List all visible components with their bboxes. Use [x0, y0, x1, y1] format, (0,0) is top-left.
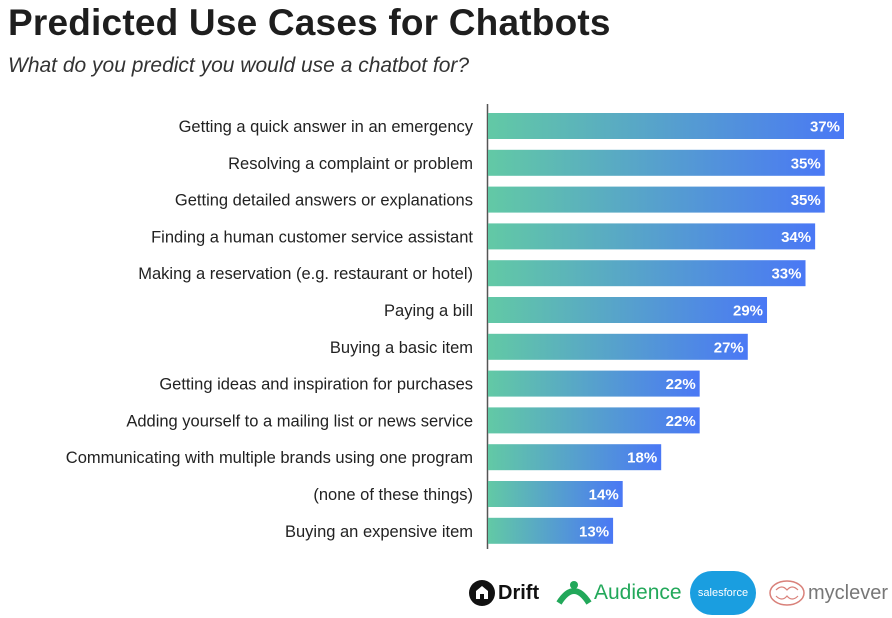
chart-title: Predicted Use Cases for Chatbots	[8, 2, 611, 43]
bar	[488, 370, 700, 397]
bar	[488, 149, 825, 176]
myclever-logo-text: myclever	[808, 581, 889, 604]
bar	[488, 186, 825, 213]
audience-logo-text: Audience	[594, 581, 682, 604]
category-label: Getting detailed answers or explanations	[175, 192, 473, 210]
drift-icon	[469, 580, 495, 606]
value-label: 35%	[791, 155, 821, 172]
sponsor-logos: Drift Audience salesforce myclever	[466, 568, 892, 618]
drift-logo-text: Drift	[498, 581, 540, 604]
value-label: 14%	[589, 487, 619, 504]
category-label: Buying a basic item	[330, 339, 473, 357]
bar	[488, 517, 614, 544]
value-label: 27%	[714, 339, 744, 356]
value-label: 34%	[781, 229, 811, 246]
value-label: 13%	[579, 523, 609, 540]
audience-logo: Audience	[556, 568, 682, 618]
category-label: Making a reservation (e.g. restaurant or…	[138, 265, 473, 283]
category-label: Getting ideas and inspiration for purcha…	[159, 376, 473, 394]
drift-logo: Drift	[468, 568, 539, 618]
bar	[488, 260, 806, 287]
category-label: Communicating with multiple brands using…	[66, 449, 473, 467]
audience-icon	[556, 581, 592, 605]
bar-chart: Getting a quick answer in an emergency 37…	[66, 104, 844, 549]
category-label: Paying a bill	[384, 302, 473, 320]
category-label: Resolving a complaint or problem	[228, 155, 473, 173]
value-label: 37%	[810, 119, 840, 136]
category-label: Adding yourself to a mailing list or new…	[126, 412, 473, 430]
chart-subtitle: What do you predict you would use a chat…	[8, 54, 470, 77]
brain-icon	[769, 580, 805, 606]
bar	[488, 223, 816, 250]
salesforce-logo: salesforce	[690, 568, 756, 618]
value-label: 35%	[791, 192, 821, 209]
bar	[488, 481, 623, 507]
bar	[488, 113, 844, 139]
value-label: 22%	[666, 413, 696, 430]
category-label: Getting a quick answer in an emergency	[179, 118, 474, 136]
value-label: 22%	[666, 376, 696, 393]
myclever-logo: myclever	[768, 568, 888, 618]
salesforce-cloud: salesforce	[690, 571, 756, 615]
category-label: Buying an expensive item	[285, 523, 473, 541]
value-label: 29%	[733, 303, 763, 320]
bar	[488, 407, 700, 434]
value-label: 18%	[627, 450, 657, 467]
bar	[488, 333, 748, 360]
category-label: Finding a human customer service assista…	[151, 228, 473, 246]
bar	[488, 444, 662, 471]
value-label: 33%	[771, 266, 801, 283]
category-label: (none of these things)	[313, 486, 473, 504]
bar	[488, 297, 768, 323]
